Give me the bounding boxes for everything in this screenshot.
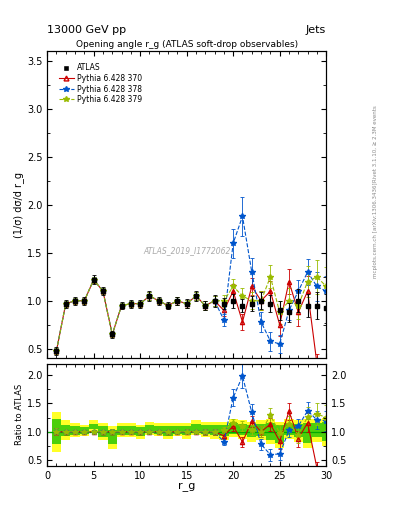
Text: mcplots.cern.ch [arXiv:1306.3436]: mcplots.cern.ch [arXiv:1306.3436] <box>373 183 378 278</box>
Title: Opening angle r_g (ATLAS soft-drop observables): Opening angle r_g (ATLAS soft-drop obser… <box>75 40 298 49</box>
Y-axis label: Ratio to ATLAS: Ratio to ATLAS <box>15 384 24 445</box>
Text: Jets: Jets <box>306 25 326 35</box>
Y-axis label: (1/σ) dσ/d r_g: (1/σ) dσ/d r_g <box>13 172 24 238</box>
X-axis label: r_g: r_g <box>178 482 195 492</box>
Text: Rivet 3.1.10, ≥ 2.3M events: Rivet 3.1.10, ≥ 2.3M events <box>373 105 378 182</box>
Legend: ATLAS, Pythia 6.428 370, Pythia 6.428 378, Pythia 6.428 379: ATLAS, Pythia 6.428 370, Pythia 6.428 37… <box>57 61 145 106</box>
Text: 13000 GeV pp: 13000 GeV pp <box>47 25 126 35</box>
Text: ATLAS_2019_I1772062: ATLAS_2019_I1772062 <box>143 246 230 255</box>
